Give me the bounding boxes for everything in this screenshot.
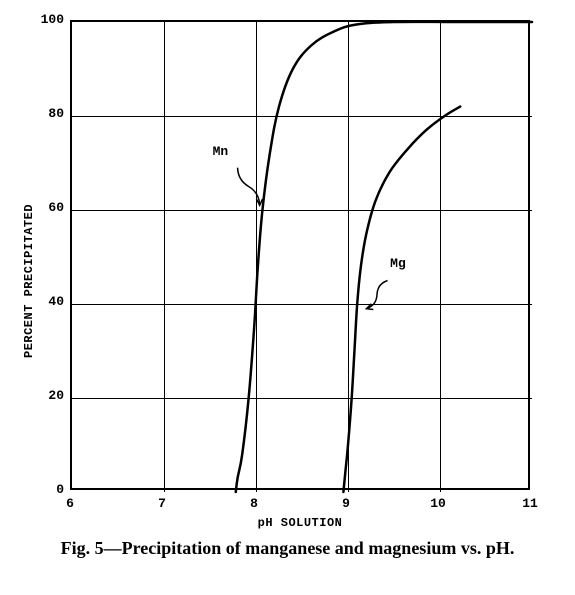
y-tick-label: 40 xyxy=(24,294,64,309)
series-label-mn: Mn xyxy=(213,144,229,159)
x-tick-label: 8 xyxy=(234,496,274,511)
x-tick-label: 9 xyxy=(326,496,366,511)
x-tick-label: 10 xyxy=(418,496,458,511)
gridline-vertical xyxy=(348,22,349,492)
chart-curves xyxy=(72,22,532,492)
precipitation-chart: PERCENT PRECIPITATED pH SOLUTION Fig. 5—… xyxy=(0,0,575,595)
figure-caption: Fig. 5—Precipitation of manganese and ma… xyxy=(0,538,575,559)
y-tick-label: 60 xyxy=(24,200,64,215)
gridline-horizontal xyxy=(72,116,532,117)
gridline-vertical xyxy=(256,22,257,492)
y-axis-label: PERCENT PRECIPITATED xyxy=(22,204,36,358)
gridline-horizontal xyxy=(72,210,532,211)
gridline-horizontal xyxy=(72,304,532,305)
x-tick-label: 7 xyxy=(142,496,182,511)
y-tick-label: 80 xyxy=(24,106,64,121)
series-mn xyxy=(236,22,532,492)
gridline-vertical xyxy=(164,22,165,492)
y-tick-label: 100 xyxy=(24,12,64,27)
x-tick-label: 6 xyxy=(50,496,90,511)
series-label-mg: Mg xyxy=(390,256,406,271)
x-axis-label: pH SOLUTION xyxy=(70,516,530,530)
plot-area xyxy=(70,20,530,490)
gridline-horizontal xyxy=(72,398,532,399)
gridline-vertical xyxy=(440,22,441,492)
x-tick-label: 11 xyxy=(510,496,550,511)
y-tick-label: 20 xyxy=(24,388,64,403)
y-tick-label: 0 xyxy=(24,482,64,497)
series-mg xyxy=(343,107,460,492)
